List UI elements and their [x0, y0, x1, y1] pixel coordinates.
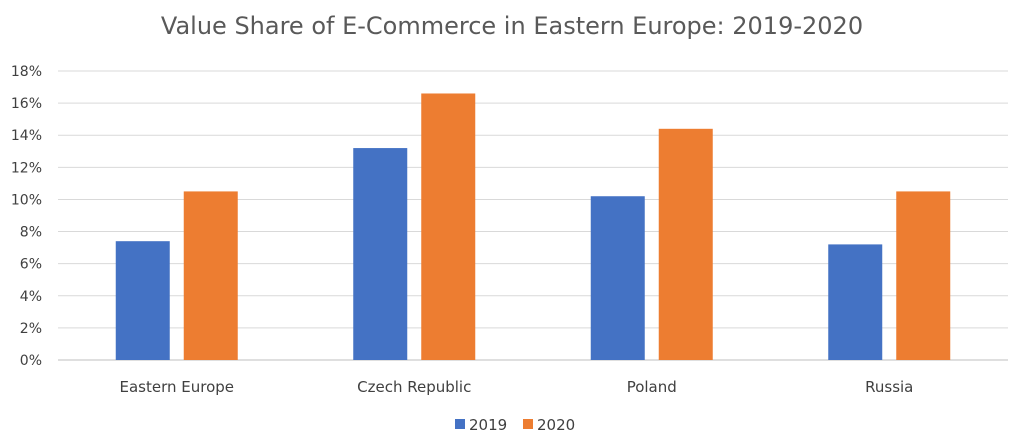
y-tick-label: 10%	[11, 192, 42, 208]
bar-2020-russia	[896, 191, 951, 360]
bar-2019-russia	[828, 244, 883, 360]
legend-label: 2020	[537, 416, 575, 434]
legend-swatch-2020	[523, 419, 533, 429]
y-tick-label: 0%	[20, 353, 42, 369]
bar-2020-czech-republic	[421, 93, 476, 360]
bar-2020-eastern-europe	[183, 191, 238, 360]
x-axis-categories: Eastern Europe Czech Republic Poland Russia	[119, 378, 913, 396]
y-tick-label: 12%	[11, 160, 42, 176]
x-category-label: Poland	[627, 378, 677, 396]
y-tick-label: 2%	[20, 321, 42, 337]
bar-2019-poland	[590, 196, 645, 360]
legend: 2019 2020	[455, 416, 575, 434]
x-category-label: Russia	[865, 378, 913, 396]
y-axis-ticks: 0% 2% 4% 6% 8% 10% 12% 14% 16% 18%	[11, 64, 42, 369]
y-tick-label: 14%	[11, 128, 42, 144]
x-category-label: Czech Republic	[357, 378, 471, 396]
y-tick-label: 8%	[20, 225, 42, 241]
y-tick-label: 18%	[11, 64, 42, 80]
legend-label: 2019	[469, 416, 507, 434]
chart-title: Value Share of E-Commerce in Eastern Eur…	[161, 12, 863, 40]
bar-2019-czech-republic	[353, 148, 408, 360]
bars	[115, 93, 951, 360]
bar-2019-eastern-europe	[115, 241, 170, 360]
y-tick-label: 16%	[11, 96, 42, 112]
y-tick-label: 4%	[20, 289, 42, 305]
y-tick-label: 6%	[20, 257, 42, 273]
bar-2020-poland	[658, 128, 713, 360]
x-category-label: Eastern Europe	[119, 378, 234, 396]
legend-swatch-2019	[455, 419, 465, 429]
